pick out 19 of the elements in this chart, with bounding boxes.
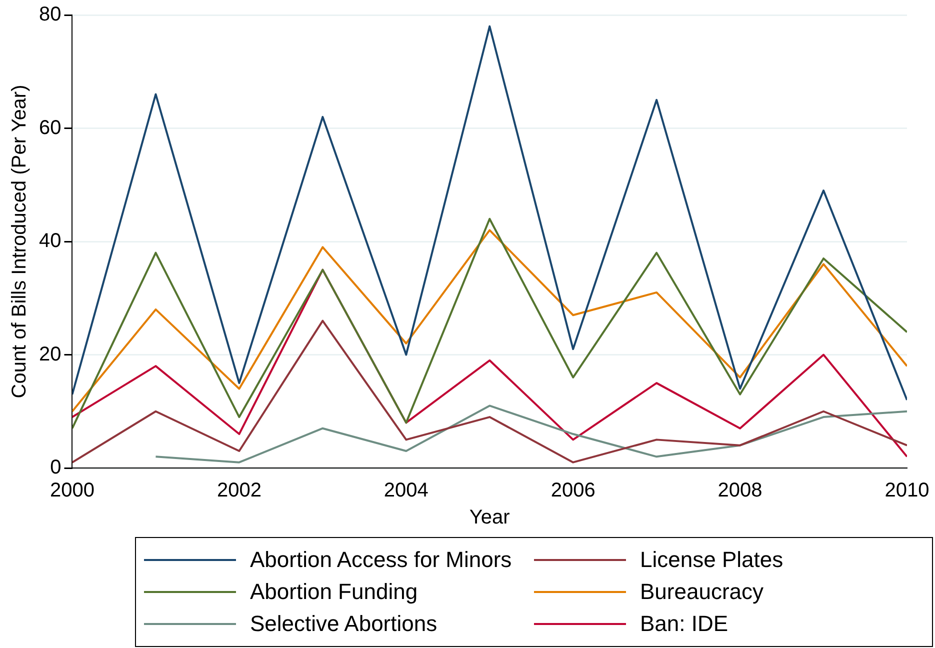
- y-tick-label: 0: [50, 456, 62, 479]
- x-tick-label: 2004: [384, 480, 428, 502]
- x-tick-label: 2002: [216, 480, 262, 502]
- legend-label: Bureaucracy: [640, 579, 764, 605]
- y-axis-title: Count of Bills Introduced (Per Year): [8, 84, 31, 398]
- x-tick-label: 2008: [718, 480, 762, 502]
- x-tick-label: 2006: [550, 480, 596, 502]
- legend-label: Abortion Funding: [250, 579, 418, 605]
- y-tick-label: 60: [38, 116, 62, 139]
- legend-label: Ban: IDE: [640, 611, 728, 637]
- legend-label: License Plates: [640, 547, 784, 573]
- y-tick-label: 80: [38, 4, 62, 26]
- x-tick-label: 2000: [50, 480, 94, 502]
- y-tick-label: 40: [38, 230, 62, 252]
- legend-label: Abortion Access for Minors: [250, 547, 512, 573]
- x-axis-title: Year: [469, 506, 510, 529]
- x-tick-label: 2010: [884, 480, 930, 502]
- y-tick-label: 20: [38, 343, 62, 366]
- legend-label: Selective Abortions: [250, 611, 438, 637]
